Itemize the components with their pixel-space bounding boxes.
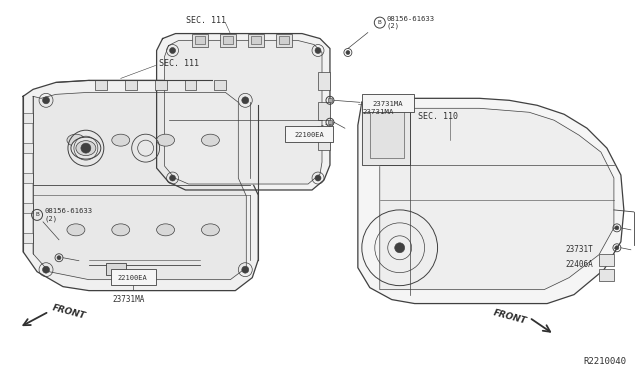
Ellipse shape bbox=[157, 134, 175, 146]
Bar bbox=[248, 33, 264, 46]
Polygon shape bbox=[358, 98, 624, 304]
Bar bbox=[328, 120, 332, 124]
Circle shape bbox=[170, 175, 175, 181]
Text: B: B bbox=[35, 212, 39, 217]
Circle shape bbox=[395, 243, 404, 253]
Ellipse shape bbox=[112, 134, 130, 146]
Text: SEC. 110: SEC. 110 bbox=[418, 112, 458, 121]
Ellipse shape bbox=[67, 134, 85, 146]
Text: 23731T: 23731T bbox=[565, 245, 593, 254]
Text: 08156-61633
(2): 08156-61633 (2) bbox=[387, 16, 435, 29]
Circle shape bbox=[42, 266, 49, 273]
Bar bbox=[155, 80, 166, 90]
Polygon shape bbox=[33, 92, 246, 280]
Text: SEC. 111: SEC. 111 bbox=[186, 16, 225, 25]
Bar bbox=[184, 80, 196, 90]
Ellipse shape bbox=[202, 224, 220, 236]
Text: 23731MA: 23731MA bbox=[363, 109, 394, 115]
Bar bbox=[318, 132, 330, 150]
Text: 23731MA: 23731MA bbox=[372, 101, 403, 107]
Bar bbox=[318, 102, 330, 120]
Bar bbox=[223, 36, 234, 44]
Polygon shape bbox=[362, 102, 410, 165]
Circle shape bbox=[615, 246, 619, 250]
Bar bbox=[214, 80, 227, 90]
Bar bbox=[318, 73, 330, 90]
Circle shape bbox=[42, 97, 49, 104]
Bar bbox=[23, 203, 33, 213]
Bar bbox=[252, 36, 261, 44]
Bar bbox=[328, 98, 332, 102]
Circle shape bbox=[81, 143, 91, 153]
Bar bbox=[276, 33, 292, 46]
Bar bbox=[279, 36, 289, 44]
Circle shape bbox=[615, 226, 619, 230]
Polygon shape bbox=[375, 112, 395, 145]
Text: 22406A: 22406A bbox=[565, 260, 593, 269]
Circle shape bbox=[315, 48, 321, 54]
Text: 22100EA: 22100EA bbox=[294, 132, 324, 138]
Circle shape bbox=[170, 48, 175, 54]
Circle shape bbox=[57, 256, 61, 260]
Bar bbox=[193, 33, 209, 46]
Bar bbox=[220, 33, 236, 46]
Ellipse shape bbox=[71, 137, 101, 159]
Ellipse shape bbox=[76, 141, 96, 155]
Bar bbox=[195, 36, 205, 44]
Polygon shape bbox=[380, 108, 614, 290]
Circle shape bbox=[242, 97, 249, 104]
FancyBboxPatch shape bbox=[285, 126, 333, 142]
FancyBboxPatch shape bbox=[362, 94, 413, 112]
Bar bbox=[599, 269, 614, 280]
Bar bbox=[599, 254, 614, 266]
Ellipse shape bbox=[202, 134, 220, 146]
Bar bbox=[125, 80, 137, 90]
Bar bbox=[95, 80, 107, 90]
Polygon shape bbox=[164, 41, 322, 184]
Bar bbox=[106, 263, 125, 275]
Bar bbox=[23, 233, 33, 243]
Text: 22100EA: 22100EA bbox=[118, 275, 148, 280]
Polygon shape bbox=[23, 80, 258, 291]
FancyBboxPatch shape bbox=[111, 269, 156, 285]
Text: 23731MA: 23731MA bbox=[113, 295, 145, 304]
Bar bbox=[23, 113, 33, 123]
Text: R2210040: R2210040 bbox=[584, 357, 627, 366]
Text: 08156-61633
(2): 08156-61633 (2) bbox=[44, 208, 92, 222]
Ellipse shape bbox=[112, 224, 130, 236]
Text: B: B bbox=[378, 20, 381, 25]
Text: FRONT: FRONT bbox=[492, 309, 528, 326]
Ellipse shape bbox=[67, 224, 85, 236]
Polygon shape bbox=[370, 108, 404, 158]
Circle shape bbox=[346, 51, 350, 54]
Ellipse shape bbox=[157, 224, 175, 236]
Circle shape bbox=[242, 266, 249, 273]
Text: FRONT: FRONT bbox=[51, 303, 86, 320]
Bar bbox=[23, 173, 33, 183]
Circle shape bbox=[315, 175, 321, 181]
Text: SEC. 111: SEC. 111 bbox=[159, 59, 198, 68]
Polygon shape bbox=[157, 33, 330, 190]
Bar bbox=[23, 143, 33, 153]
